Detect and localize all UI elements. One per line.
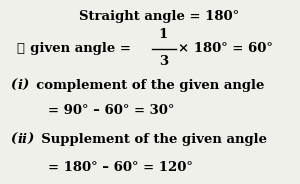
Text: (: ( xyxy=(11,79,17,92)
Text: (: ( xyxy=(11,133,17,146)
Text: complement of the given angle: complement of the given angle xyxy=(27,79,264,92)
Text: ii: ii xyxy=(17,133,27,146)
Text: ): ) xyxy=(28,133,34,146)
Text: × 180° = 60°: × 180° = 60° xyxy=(178,42,273,55)
Text: ∴: ∴ xyxy=(16,42,25,55)
Text: = 90° – 60° = 30°: = 90° – 60° = 30° xyxy=(48,104,174,117)
Text: given angle =: given angle = xyxy=(21,42,136,55)
Text: Supplement of the given angle: Supplement of the given angle xyxy=(32,133,267,146)
Text: Straight angle = 180°: Straight angle = 180° xyxy=(79,10,239,23)
Text: = 180° – 60° = 120°: = 180° – 60° = 120° xyxy=(48,161,193,174)
Text: ): ) xyxy=(22,79,29,92)
Text: 3: 3 xyxy=(159,55,168,68)
Text: i: i xyxy=(17,79,22,92)
Text: 1: 1 xyxy=(159,28,168,40)
